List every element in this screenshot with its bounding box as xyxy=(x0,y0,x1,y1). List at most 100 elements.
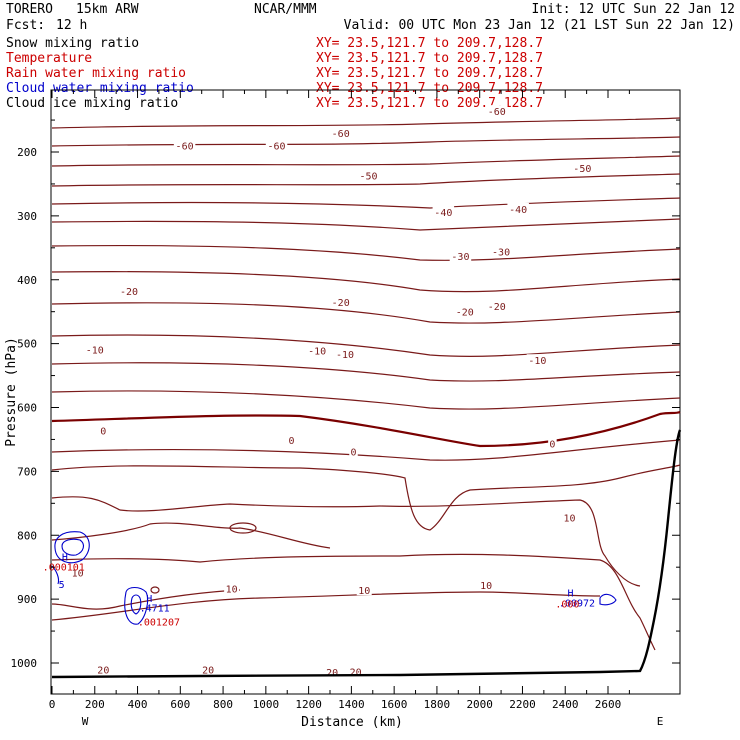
field-name: Snow mixing ratio xyxy=(6,36,139,51)
y-tick-label: 200 xyxy=(17,146,37,159)
contour-label-bg xyxy=(562,511,578,523)
contour-label-bg xyxy=(571,161,594,173)
contour-label-bg xyxy=(507,202,529,214)
contour-label-bg xyxy=(526,354,549,366)
field-xy-range: XY= 23.5,121.7 to 209.7,128.7 xyxy=(316,36,543,51)
isotherm-label: -10 xyxy=(308,347,326,358)
cloud-water-contour xyxy=(124,586,149,625)
isotherm-line xyxy=(51,439,681,461)
isotherm-label: -30 xyxy=(451,252,469,263)
isotherm-label: -60 xyxy=(332,129,350,140)
contour-labels: -60 -60 -60 -60 -50 -50 -40 -40 -30 -30 -20 -20 -20 -… xyxy=(43,105,595,679)
cloud-water-label: 5 xyxy=(59,580,65,591)
isotherm-line xyxy=(51,464,681,531)
isotherm-label: -20 xyxy=(488,302,506,313)
isotherm-label: 10 xyxy=(358,586,370,597)
model-resolution: 15km ARW xyxy=(76,2,139,17)
contour-label-bg xyxy=(324,665,340,677)
isotherm-label: 10 xyxy=(72,568,84,579)
isotherm-label: 0 xyxy=(100,426,106,437)
x-tick-label: 1200 xyxy=(295,698,322,711)
contour-label-bg xyxy=(356,584,372,596)
contour-label-bg xyxy=(334,347,356,359)
isotherm-line xyxy=(51,591,601,621)
contour-label-bg xyxy=(329,296,352,308)
y-tick-label: 300 xyxy=(17,210,37,223)
contour-label-bg xyxy=(99,424,108,436)
field-name: Rain water mixing ratio xyxy=(6,66,186,81)
terrain-line xyxy=(51,429,682,679)
isotherm-label: 20 xyxy=(350,667,362,678)
isotherm-label: -50 xyxy=(359,172,377,183)
y-tick-label: 700 xyxy=(17,465,37,478)
isotherm-line xyxy=(51,334,681,357)
field-name: Cloud water mixing ratio xyxy=(6,81,194,96)
isotherm-label: 10 xyxy=(563,513,575,524)
x-tick-label: 1400 xyxy=(338,698,365,711)
isotherm-label: 0 xyxy=(351,448,357,459)
contour-label-bg xyxy=(548,437,557,449)
contour-label-bg xyxy=(357,169,380,181)
x-tick-label: 800 xyxy=(213,698,233,711)
contour-label-bg xyxy=(84,343,106,355)
isotherm-label: 20 xyxy=(97,665,109,676)
isotherm-line xyxy=(51,553,656,651)
isotherm-closed xyxy=(150,586,160,594)
isotherm-label: 10 xyxy=(480,581,492,592)
fcst-label: Fcst: xyxy=(6,18,45,33)
y-tick-label: 600 xyxy=(17,402,37,415)
y-tick-label: 1000 xyxy=(11,657,38,670)
rain-water-label: .001207 xyxy=(138,617,180,628)
x-tick-label: 0 xyxy=(49,698,56,711)
isotherm-label: -10 xyxy=(86,345,104,356)
field-legend: Snow mixing ratio XY= 23.5,121.7 to 209.7… xyxy=(6,36,543,111)
isotherm-line xyxy=(51,244,681,261)
isotherm-label: -40 xyxy=(509,205,527,216)
isotherm-label: -30 xyxy=(492,248,510,259)
isotherm-label: -20 xyxy=(120,287,138,298)
cloud-water-label: H xyxy=(62,552,68,563)
isotherm-label: -10 xyxy=(528,356,546,367)
rain-water-label: .000101 xyxy=(43,563,85,574)
x-tick-label: 400 xyxy=(128,698,148,711)
init-time: Init: 12 UTC Sun 22 Jan 12 xyxy=(532,2,736,17)
contour-label-bg xyxy=(348,665,364,677)
isotherm-label: -60 xyxy=(488,107,506,118)
x-tick-label: 1000 xyxy=(253,698,280,711)
isotherm-line xyxy=(51,117,681,129)
field-name: Temperature xyxy=(6,51,92,66)
cloud-water-contour xyxy=(130,594,142,615)
y-tick-label: 400 xyxy=(17,274,37,287)
contour-label-bg xyxy=(200,663,216,675)
isotherm-label: 0 xyxy=(288,436,294,447)
west-label: W xyxy=(82,715,89,728)
contour-label-bg xyxy=(265,139,288,151)
isotherm-line xyxy=(51,522,331,549)
contour-label-bg xyxy=(287,434,296,446)
cloud-water-contour xyxy=(599,593,617,606)
center-name: NCAR/MMM xyxy=(254,2,317,17)
isotherm-label: -60 xyxy=(268,142,286,153)
isotherm-line xyxy=(51,390,681,410)
isotherm-line xyxy=(51,496,641,587)
x-tick-label: 200 xyxy=(85,698,105,711)
freezing-line xyxy=(51,410,681,448)
cloud-water-label: H xyxy=(146,594,152,605)
field-xy-range: XY= 23.5,121.7 to 209.7,128.7 xyxy=(316,51,543,66)
isotherm-line xyxy=(51,173,681,187)
y-tick-label: 900 xyxy=(17,593,37,606)
isotherm-line xyxy=(51,302,681,324)
plot-frame xyxy=(50,89,681,695)
field-xy-range: XY= 23.5,121.7 to 209.7,128.7 xyxy=(316,66,543,81)
isotherm-line xyxy=(51,218,681,231)
y-tick-label: 500 xyxy=(17,338,37,351)
isotherm-line xyxy=(51,136,681,147)
rain-water-label: .000 xyxy=(555,600,579,611)
field-xy-range: XY= 23.5,121.7 to 209.7,128.7 xyxy=(316,81,543,96)
cloud-water-contour xyxy=(54,531,90,564)
contour-label-bg xyxy=(449,250,472,262)
isotherm-label: 20 xyxy=(326,668,338,679)
isotherm-label: -60 xyxy=(176,142,194,153)
isotherm-label: 20 xyxy=(202,665,214,676)
